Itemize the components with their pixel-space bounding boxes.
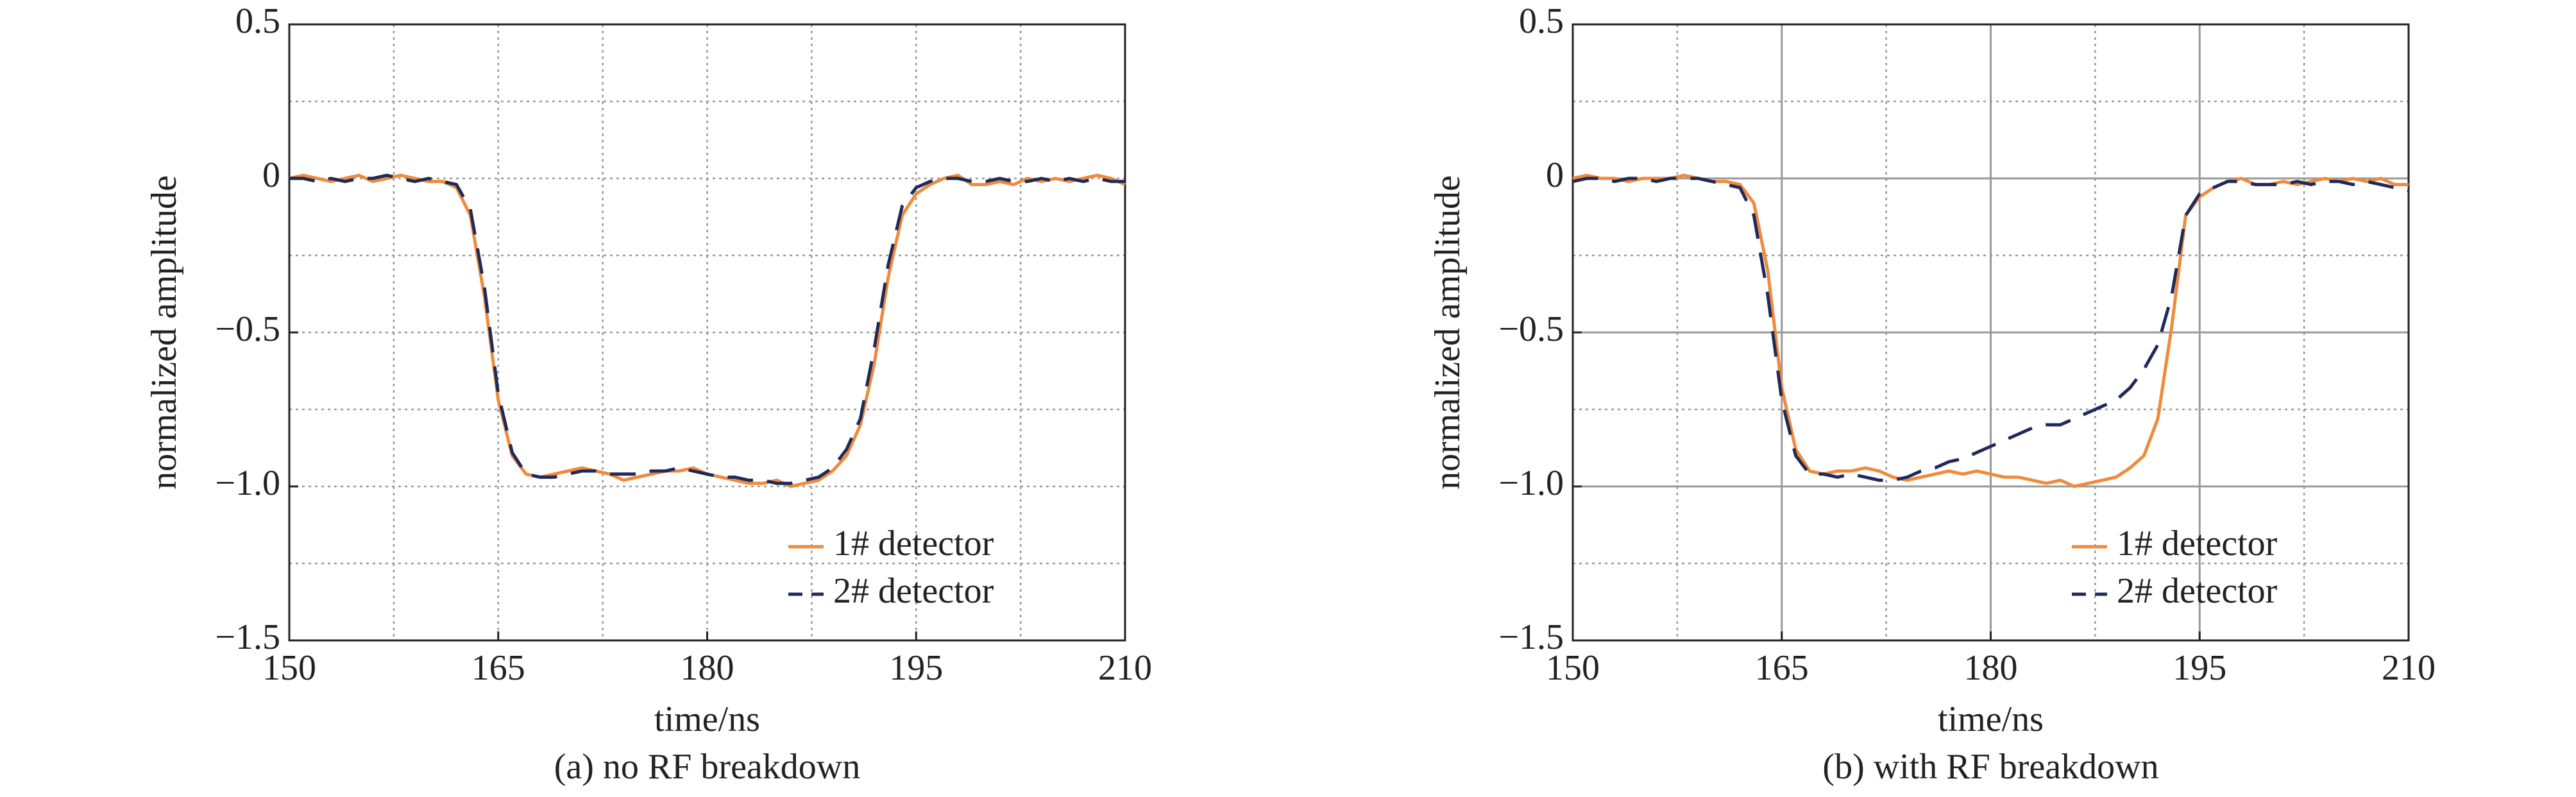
y-tick-label: 0 xyxy=(262,155,280,195)
y-tick-label: −0.5 xyxy=(1498,309,1564,349)
y-tick-label: −1.0 xyxy=(215,463,280,503)
caption: (b) with RF breakdown xyxy=(1822,747,2158,787)
data-line xyxy=(289,173,1126,488)
y-tick-label: 0 xyxy=(1546,155,1564,195)
x-tick-label: 180 xyxy=(1964,648,2018,688)
y-tick-label: −1.5 xyxy=(215,617,280,657)
x-axis-label: time/ns xyxy=(1938,699,2044,739)
y-tick-label: −1.5 xyxy=(1498,617,1564,657)
x-tick-label: 195 xyxy=(2173,648,2226,688)
y-axis-label: normalized amplitude xyxy=(1428,175,1468,490)
y-axis-label: normalized amplitude xyxy=(144,175,184,490)
x-tick-label: 180 xyxy=(681,648,734,688)
legend-label: 2# detector xyxy=(2117,571,2278,611)
y-tick-label: 0.5 xyxy=(1519,1,1564,41)
plot-frame xyxy=(1572,23,2410,642)
x-tick-label: 165 xyxy=(471,648,525,688)
x-tick-label: 195 xyxy=(889,648,943,688)
x-tick-label: 165 xyxy=(1755,648,1809,688)
y-tick-label: 0.5 xyxy=(235,1,280,41)
x-tick-label: 150 xyxy=(262,648,316,688)
legend-label: 1# detector xyxy=(2117,524,2278,563)
data-line xyxy=(1572,176,2409,482)
plot-frame xyxy=(288,23,1126,642)
data-line xyxy=(289,173,1125,485)
y-tick-label: −0.5 xyxy=(215,309,280,349)
legend-label: 2# detector xyxy=(833,571,994,611)
x-tick-label: 210 xyxy=(2382,648,2436,688)
x-tick-label: 150 xyxy=(1546,648,1600,688)
caption: (a) no RF breakdown xyxy=(554,747,860,787)
legend-label: 1# detector xyxy=(833,524,994,563)
y-tick-label: −1.0 xyxy=(1498,463,1564,503)
x-axis-label: time/ns xyxy=(654,699,760,739)
x-tick-label: 210 xyxy=(1098,648,1152,688)
